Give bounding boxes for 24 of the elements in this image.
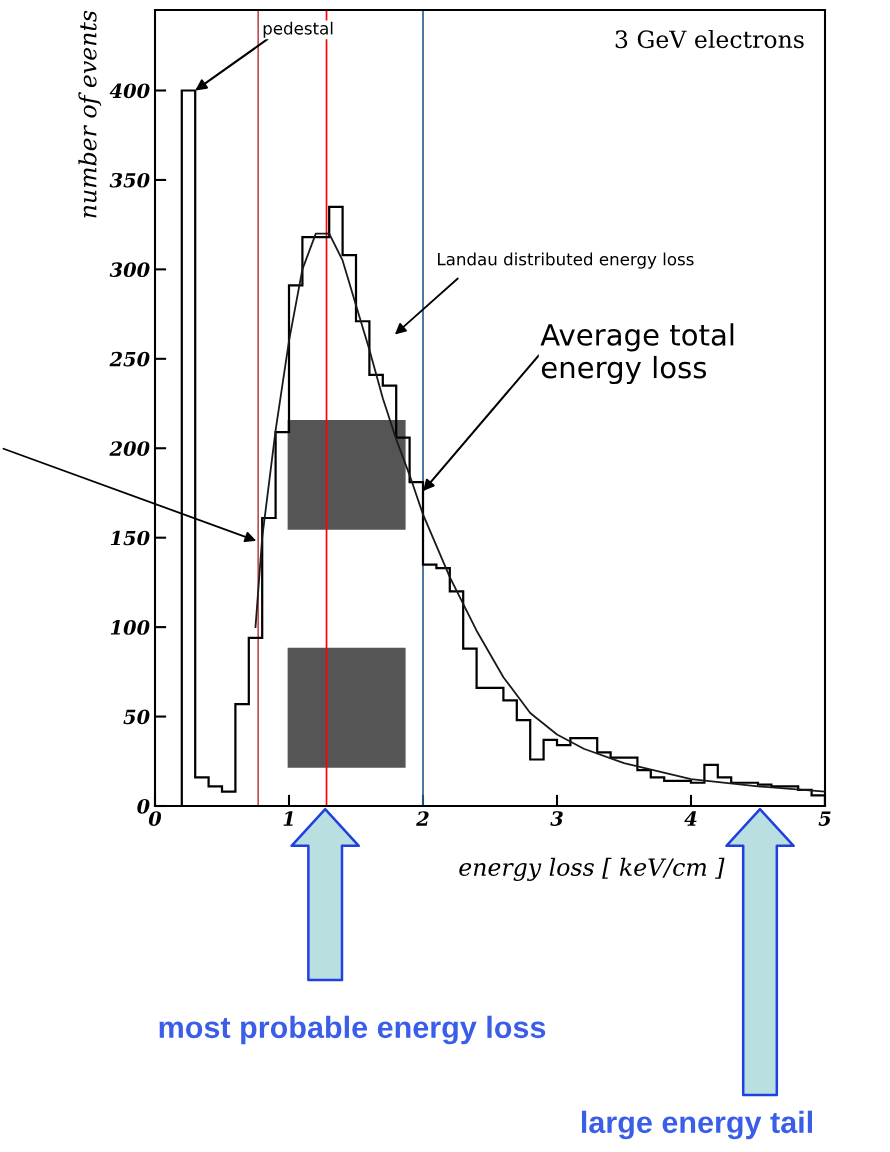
y-tick-label: 400 xyxy=(109,83,150,99)
y-tick-label: 250 xyxy=(109,351,150,367)
y-tick-label: 0 xyxy=(137,798,150,814)
annotation: pedestal xyxy=(263,21,333,38)
x-tick-label: 2 xyxy=(416,811,429,826)
y-axis-title: number of events xyxy=(78,10,102,218)
x-tick-label: 5 xyxy=(818,811,831,826)
x-tick-label: 3 xyxy=(550,811,563,826)
annotation: Average total energy loss xyxy=(540,323,734,385)
annotation: 3 GeV electrons xyxy=(615,29,804,49)
annotation: Landau distributed energy loss xyxy=(438,252,694,269)
x-tick-label: 1 xyxy=(283,811,293,826)
x-tick-label: 4 xyxy=(684,811,697,826)
text: large energy tail xyxy=(581,1110,813,1140)
x-tick-label: 0 xyxy=(148,811,162,826)
y-tick-label: 350 xyxy=(109,172,150,188)
y-tick-label: 200 xyxy=(109,441,150,456)
line-series xyxy=(254,232,825,793)
text: most probable energy loss xyxy=(159,1015,546,1045)
x-axis-title: energy loss [ keV/cm ] xyxy=(459,857,725,881)
y-tick-label: 50 xyxy=(123,709,150,725)
y-tick-label: 150 xyxy=(110,530,150,546)
y-tick-label: 300 xyxy=(109,262,150,278)
y-tick-label: 100 xyxy=(110,620,150,635)
